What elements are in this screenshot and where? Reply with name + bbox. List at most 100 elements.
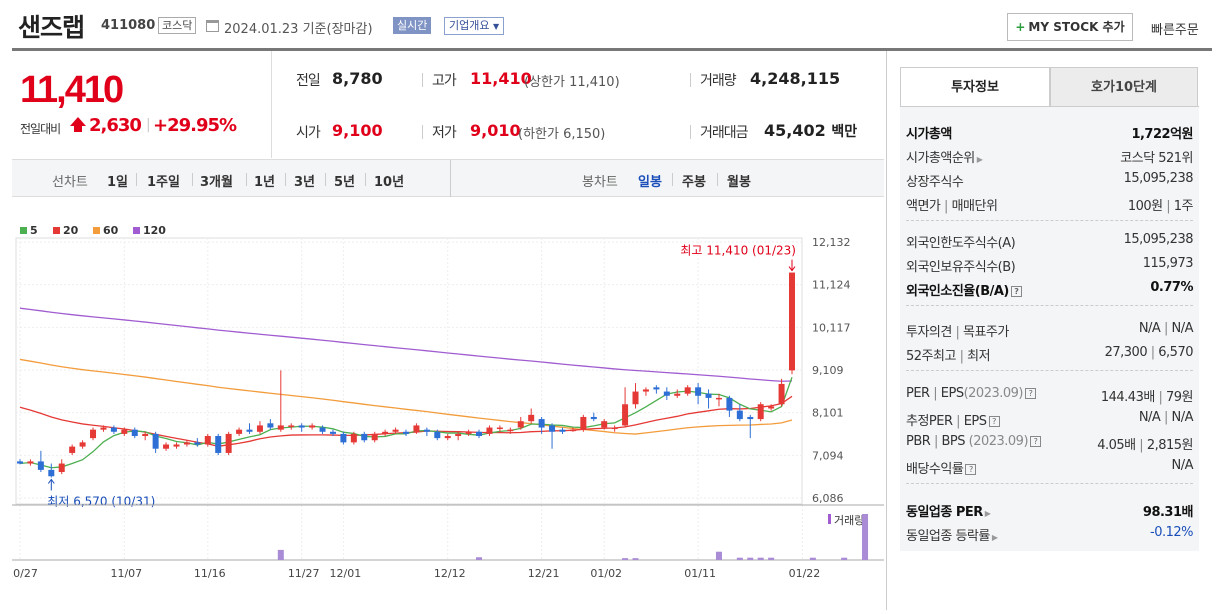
mystock-add-button[interactable]: + MY STOCK 추가 (1007, 13, 1133, 41)
x-tick-label: 01/11 (684, 567, 716, 580)
quote-divider (422, 125, 423, 139)
section-divider (906, 220, 1193, 221)
y-tick-label: 9,109 (812, 364, 844, 377)
candle-body (517, 421, 524, 428)
legend-label: 60 (103, 224, 119, 237)
open-value: 9,100 (332, 121, 383, 140)
plus-icon: + (1015, 20, 1026, 34)
quote-grid: 전일 8,780 고가 11,410 (상한가 11,410) 거래량 4,24… (272, 51, 884, 158)
investment-info-panel: 투자정보 호가10단계 시가총액 1,722억원 시가총액순위 ▶ 코스닥 521위 … (886, 51, 1218, 610)
ma60-line (19, 358, 793, 435)
candle-body (403, 431, 409, 434)
x-tick-label: 12/12 (434, 567, 466, 580)
quote-divider (422, 73, 423, 87)
x-tick-label: 01/22 (789, 567, 821, 580)
low-arrow-head (47, 478, 55, 484)
candle-body (715, 397, 722, 400)
volume-label: 거래량 (700, 73, 737, 89)
prev-close-label: 전일 (296, 73, 321, 89)
y-tick-label: 10,117 (812, 321, 851, 334)
x-tick-label: 11/16 (194, 567, 226, 580)
chevron-down-icon: ▼ (492, 22, 500, 31)
section-divider (906, 305, 1193, 306)
tab-investment-info[interactable]: 투자정보 (900, 67, 1050, 107)
period-bar: 선차트 1일 1주일 3개월 1년 3년 5년 10년 봉차트 일봉 주봉 월봉 (12, 159, 884, 197)
candle-body (747, 416, 754, 420)
period-divider (365, 173, 366, 186)
legend-swatch (133, 227, 140, 234)
period-5y[interactable]: 5년 (334, 175, 356, 190)
stock-name: 샌즈랩 (18, 13, 85, 42)
candle-body (653, 387, 660, 390)
y-tick-label: 6,086 (812, 492, 844, 505)
candle-body (371, 433, 378, 441)
period-divider (717, 173, 718, 186)
ma20-line (19, 395, 793, 447)
realtime-button[interactable]: 실시간 (393, 17, 432, 34)
candle-body (79, 442, 86, 447)
y-tick-label: 12,132 (812, 236, 851, 249)
candle-body (538, 419, 545, 428)
quote-divider (690, 73, 691, 87)
x-tick-label: 11/27 (288, 567, 320, 580)
help-icon[interactable]: ? (1030, 436, 1042, 447)
tab-orderbook[interactable]: 호가10단계 (1050, 67, 1198, 107)
section-divider (906, 370, 1193, 371)
candle-body (632, 391, 639, 405)
candle-body (601, 421, 608, 428)
y-tick-label: 7,094 (812, 449, 844, 462)
line-chart-label: 선차트 (52, 175, 88, 190)
period-10y[interactable]: 10년 (374, 175, 405, 190)
change-divider: | (146, 117, 151, 133)
legend-label: 120 (143, 224, 166, 237)
help-icon[interactable]: ? (1010, 286, 1022, 297)
help-icon[interactable]: ? (1024, 388, 1036, 399)
candle-weekly[interactable]: 주봉 (682, 175, 706, 190)
candle-body (27, 461, 34, 464)
period-1y[interactable]: 1년 (254, 175, 276, 190)
candle-body (423, 429, 430, 432)
candle-body (215, 436, 222, 453)
amount-value: 45,402 백만 (764, 121, 858, 140)
side-tabs: 투자정보 호가10단계 (900, 67, 1199, 107)
candle-body (705, 393, 712, 398)
company-info-dropdown[interactable]: 기업개요 ▼ (444, 17, 505, 35)
stock-header: 샌즈랩 411080 코스닥 2024.01.23 기준(장마감) 실시간 기업… (0, 0, 1218, 50)
candle-body (622, 404, 629, 426)
quote-divider (690, 125, 691, 139)
candle-body (288, 425, 295, 427)
caret-right-icon: ▶ (984, 509, 991, 518)
period-3y[interactable]: 3년 (294, 175, 316, 190)
change-percent: +29.95% (153, 115, 237, 136)
candle-body (590, 416, 597, 420)
period-3m[interactable]: 3개월 (200, 175, 233, 190)
legend-swatch (93, 227, 100, 234)
candle-body (549, 425, 556, 432)
high-label: 고가 (432, 73, 457, 89)
candle-body (69, 446, 76, 453)
candle-body (17, 461, 23, 464)
legend-label: 20 (63, 224, 79, 237)
candle-body (194, 442, 201, 445)
period-1d[interactable]: 1일 (107, 175, 129, 190)
ma5-line (19, 377, 793, 469)
help-icon[interactable]: ? (988, 416, 1000, 427)
candle-body (277, 425, 284, 430)
help-icon[interactable]: ? (965, 464, 977, 475)
period-divider (192, 173, 193, 186)
x-tick-label: 12/21 (528, 567, 560, 580)
quick-order-link[interactable]: 빠른주문 (1151, 23, 1199, 38)
high-annotation: 최고 11,410 (01/23) (680, 244, 796, 258)
volume-bar (622, 558, 629, 560)
up-arrow-icon (70, 117, 86, 132)
period-divider (246, 173, 247, 186)
volume-legend-swatch (828, 514, 831, 524)
candle-body (528, 414, 535, 422)
period-1w[interactable]: 1주일 (147, 175, 180, 190)
candle-body (695, 387, 702, 396)
candle-monthly[interactable]: 월봉 (727, 175, 751, 190)
change-label: 전일대비 (20, 122, 61, 136)
period-divider (136, 173, 137, 186)
candle-daily[interactable]: 일봉 (638, 175, 662, 190)
candle-body (684, 387, 691, 394)
